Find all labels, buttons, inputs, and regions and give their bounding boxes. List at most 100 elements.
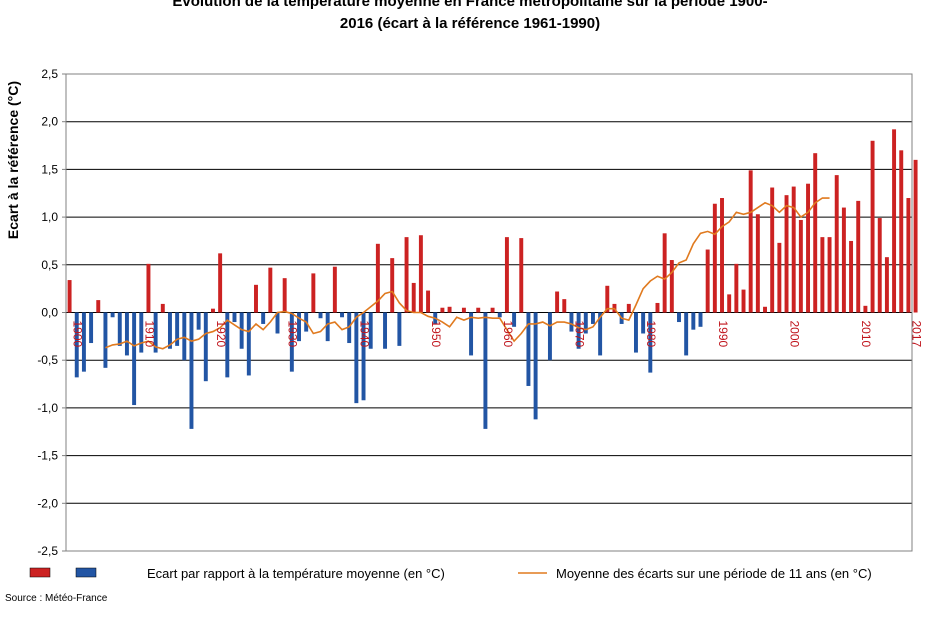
bar-1964 bbox=[526, 312, 531, 386]
bar-1983 bbox=[662, 233, 667, 313]
source-note: Source : Météo-France bbox=[5, 593, 108, 604]
bar-2001 bbox=[791, 186, 796, 313]
bar-2007 bbox=[834, 175, 839, 313]
bar-2016 bbox=[899, 150, 904, 313]
bar-1905 bbox=[103, 312, 108, 368]
bar-2002 bbox=[798, 219, 803, 313]
y-tick-label: -2,5 bbox=[37, 544, 58, 558]
bar-1984 bbox=[669, 260, 674, 313]
bar-1927 bbox=[261, 312, 266, 324]
x-tick-label: 2010 bbox=[859, 321, 873, 348]
average-line bbox=[105, 197, 830, 350]
legend: Ecart par rapport à la température moyen… bbox=[29, 566, 872, 581]
bar-1982 bbox=[655, 302, 660, 313]
bar-1901 bbox=[74, 312, 79, 378]
bar-1932 bbox=[297, 312, 301, 342]
bar-2011 bbox=[863, 305, 868, 313]
bar-1972 bbox=[583, 312, 588, 334]
bar-2014 bbox=[884, 257, 889, 313]
bar-1912 bbox=[153, 312, 158, 353]
bar-2012 bbox=[870, 140, 875, 313]
bar-2013 bbox=[877, 218, 882, 313]
bar-1902 bbox=[81, 312, 86, 372]
bar-1978 bbox=[626, 303, 631, 313]
bar-1913 bbox=[160, 303, 165, 313]
y-tick-label: -2,0 bbox=[37, 496, 58, 510]
bar-1903 bbox=[89, 312, 94, 344]
bar-1919 bbox=[203, 312, 208, 382]
bar-1953 bbox=[447, 306, 452, 313]
bar-2009 bbox=[849, 240, 854, 313]
bar-1909 bbox=[132, 312, 137, 406]
x-tick-label: 1920 bbox=[214, 321, 228, 348]
bar-1937 bbox=[332, 266, 337, 313]
bar-1906 bbox=[110, 312, 115, 318]
y-tick-label: 2,0 bbox=[41, 115, 58, 129]
bar-1988 bbox=[698, 312, 703, 327]
bar-1949 bbox=[418, 235, 423, 313]
bar-2003 bbox=[806, 183, 811, 313]
bar-2005 bbox=[820, 237, 825, 313]
bar-1974 bbox=[598, 312, 603, 356]
bar-1992 bbox=[727, 294, 732, 313]
bar-2010 bbox=[856, 200, 861, 313]
plot-frame bbox=[65, 73, 913, 552]
y-tick-label: 0,0 bbox=[41, 306, 58, 320]
y-tick-label: 2,5 bbox=[41, 67, 58, 81]
bar-1938 bbox=[340, 312, 344, 318]
bar-1904 bbox=[96, 300, 101, 313]
legend-swatch-positive bbox=[29, 567, 51, 578]
bar-1995 bbox=[748, 170, 753, 313]
chart-title: Evolution de la température moyenne en F… bbox=[172, 0, 767, 32]
bar-1911 bbox=[146, 263, 151, 313]
y-tick-label: 0,5 bbox=[41, 258, 58, 272]
bar-1921 bbox=[218, 253, 223, 313]
bar-1946 bbox=[397, 312, 402, 346]
bar-1914 bbox=[167, 312, 172, 349]
bar-1973 bbox=[590, 312, 595, 324]
bar-1952 bbox=[440, 307, 445, 313]
bar-1958 bbox=[483, 312, 488, 429]
bar-1910 bbox=[139, 312, 144, 353]
bar-1989 bbox=[705, 249, 710, 313]
bar-1930 bbox=[282, 278, 287, 313]
bar-1939 bbox=[347, 312, 352, 344]
x-tick-label: 1980 bbox=[644, 321, 658, 348]
bar-1970 bbox=[569, 312, 574, 332]
bar-1997 bbox=[763, 306, 767, 313]
y-tick-label: -1,5 bbox=[37, 449, 58, 463]
bar-1944 bbox=[383, 312, 388, 349]
bar-1917 bbox=[189, 312, 194, 429]
bar-1940 bbox=[354, 312, 359, 404]
bar-1926 bbox=[254, 284, 258, 313]
bar-1931 bbox=[289, 312, 294, 372]
bar-2018 bbox=[913, 159, 918, 313]
bar-2004 bbox=[813, 153, 818, 313]
bar-1991 bbox=[720, 198, 724, 313]
bar-1963 bbox=[519, 238, 524, 313]
bar-1900 bbox=[67, 280, 72, 313]
x-tick-label: 1970 bbox=[572, 321, 586, 348]
y-tick-label: -1,0 bbox=[37, 401, 58, 415]
bar-1968 bbox=[555, 291, 560, 313]
bar-1924 bbox=[239, 312, 244, 349]
bar-2008 bbox=[841, 207, 846, 313]
x-axis-ticks: 1900 1910 1920 1930 1940 1950 1960 1970 1980 1990… bbox=[71, 321, 924, 348]
bar-1923 bbox=[232, 312, 237, 323]
bar-1942 bbox=[368, 312, 373, 349]
chart-title-line2: 2016 (écart à la référence 1961-1990) bbox=[340, 15, 600, 32]
x-tick-label: 1990 bbox=[716, 321, 730, 348]
bar-1979 bbox=[634, 312, 638, 353]
bar-1935 bbox=[318, 312, 323, 319]
bar-1986 bbox=[684, 312, 689, 356]
bar-1943 bbox=[375, 243, 380, 313]
y-tick-label: 1,5 bbox=[41, 162, 58, 176]
bar-1948 bbox=[411, 282, 416, 313]
bar-1961 bbox=[504, 237, 509, 313]
bar-1955 bbox=[461, 307, 466, 313]
bar-1920 bbox=[211, 308, 215, 313]
x-tick-label: 1950 bbox=[429, 321, 443, 348]
x-tick-label: 1960 bbox=[501, 321, 515, 348]
legend-swatch-negative bbox=[75, 567, 97, 578]
x-tick-label: 2017 bbox=[909, 321, 923, 348]
